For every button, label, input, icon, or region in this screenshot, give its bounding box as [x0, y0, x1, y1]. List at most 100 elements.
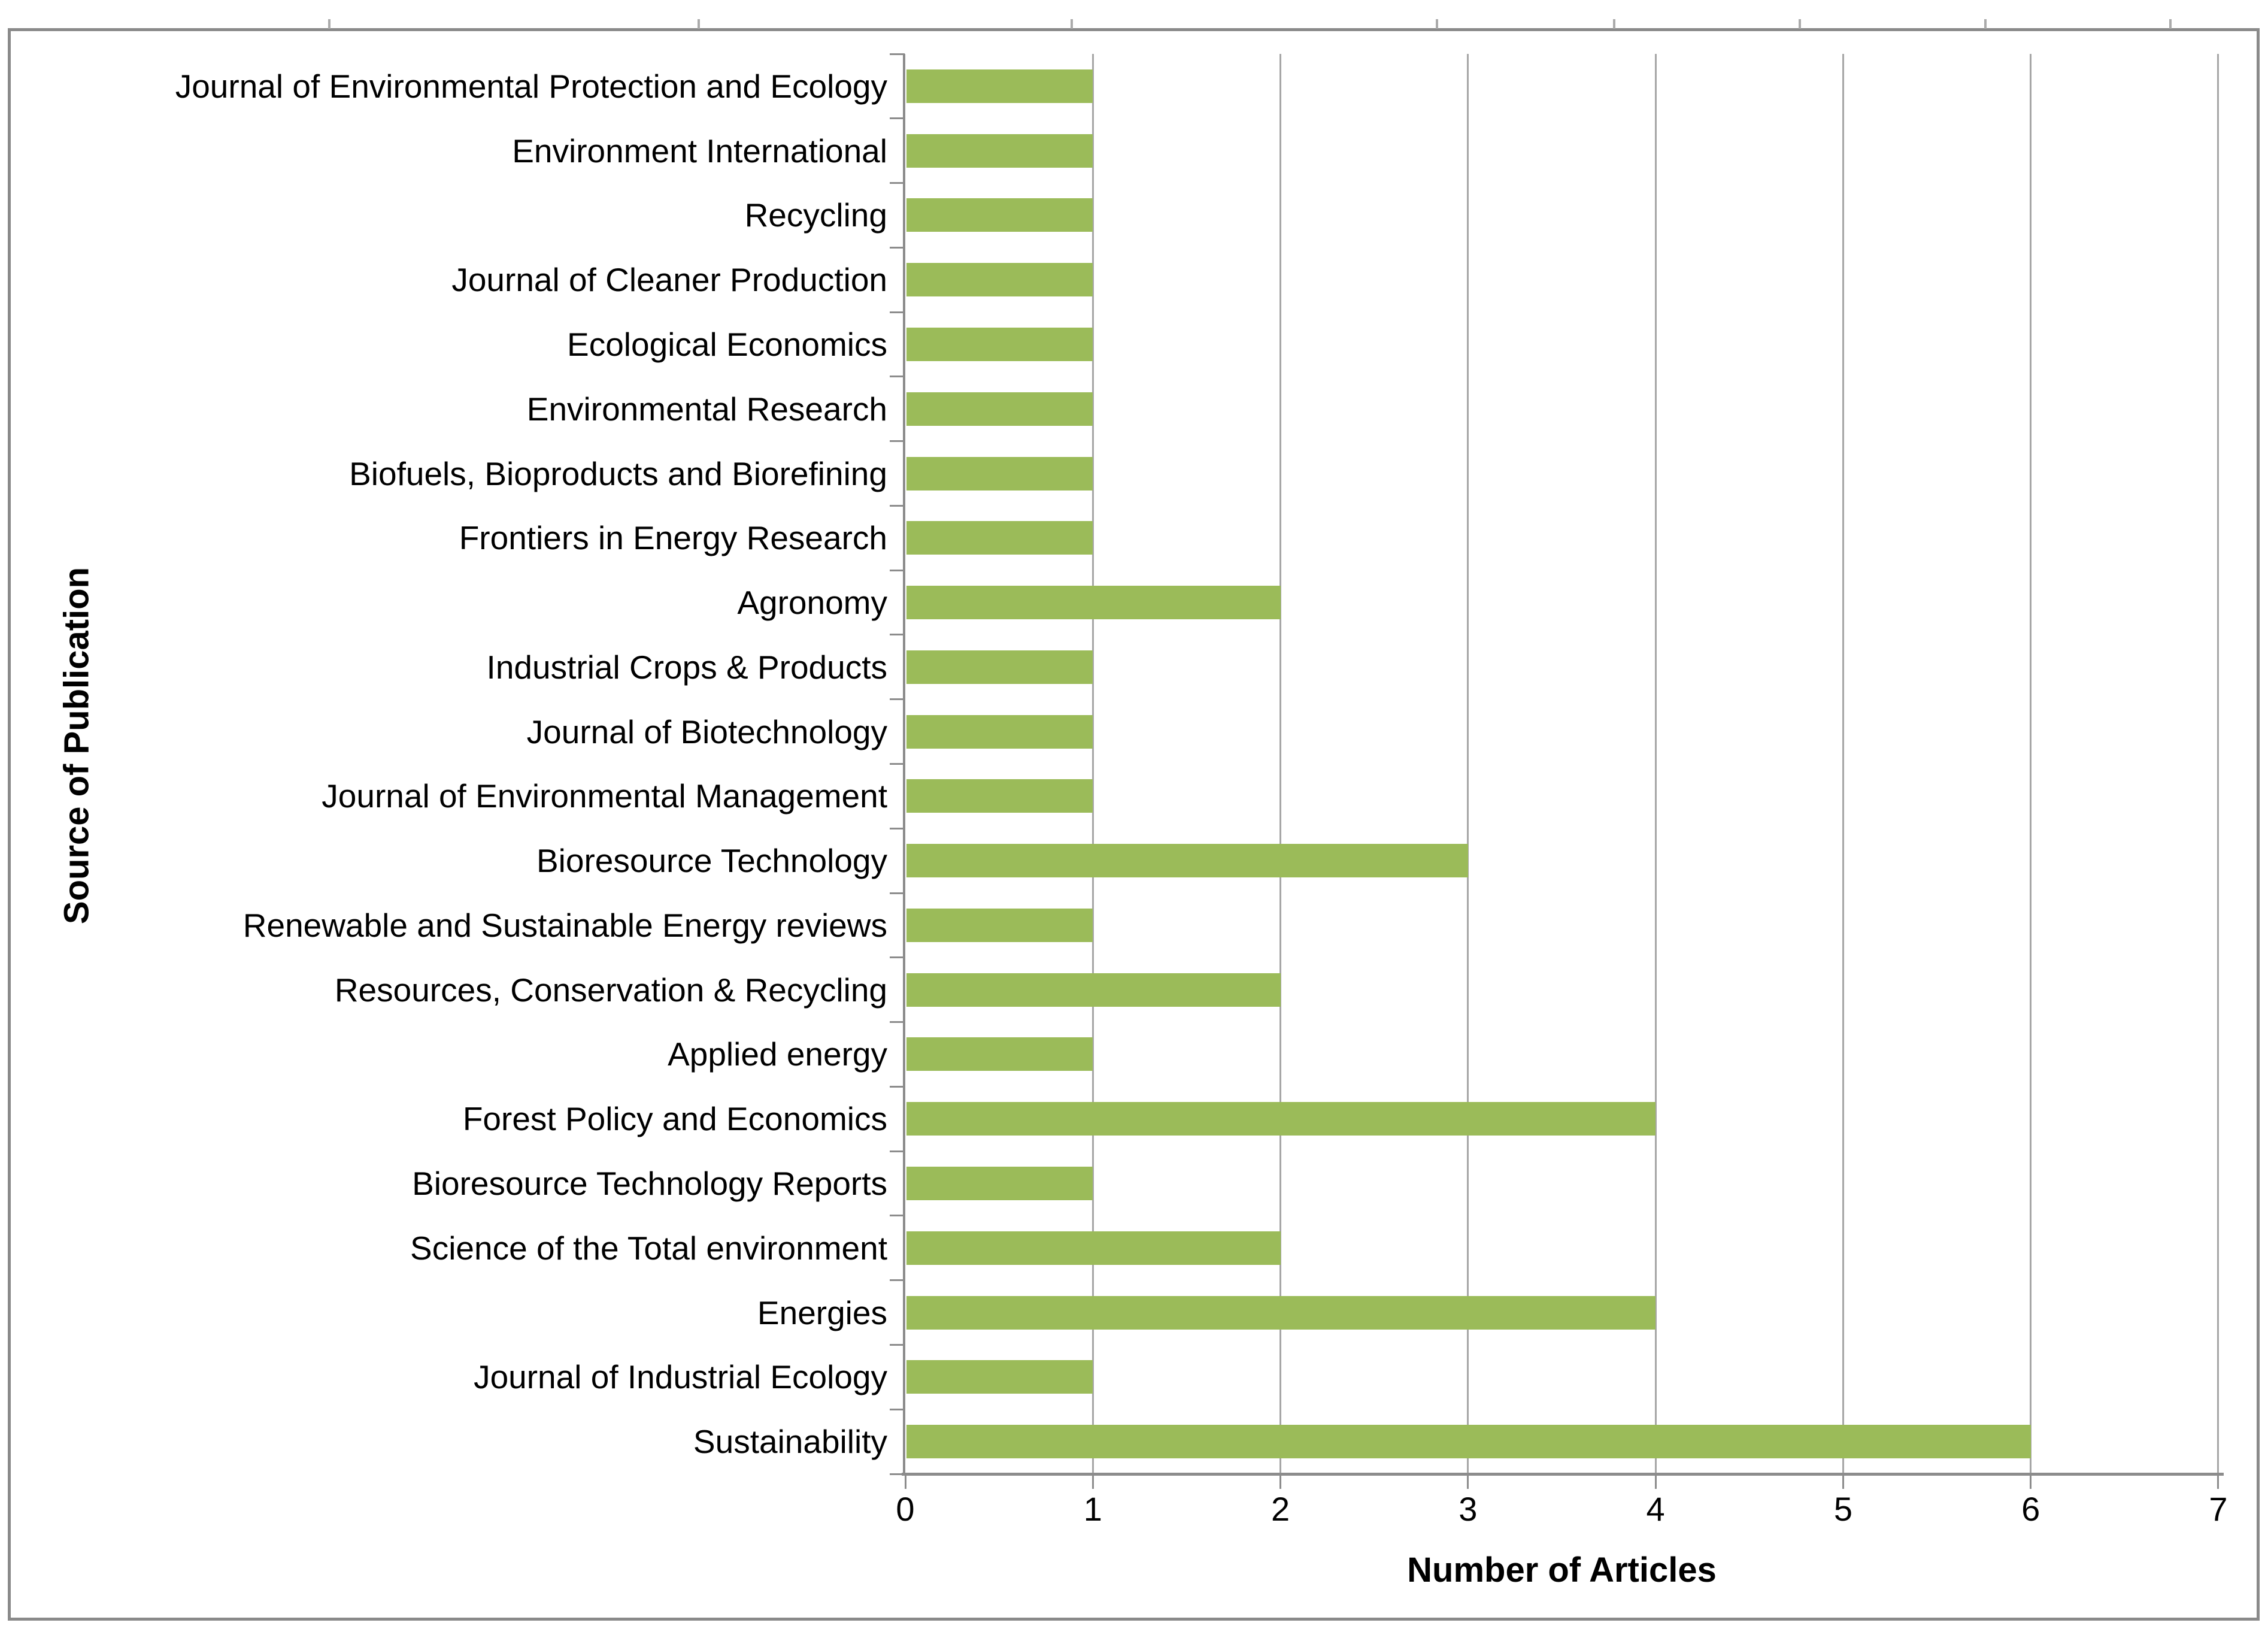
- category-label: Journal of Cleaner Production: [451, 261, 887, 299]
- x-axis-tick: [904, 1474, 906, 1489]
- bar: [906, 908, 1093, 942]
- bar: [906, 973, 1281, 1007]
- x-tick-label: 3: [1459, 1490, 1478, 1528]
- category-label: Environment International: [512, 132, 887, 169]
- y-axis-tick: [890, 440, 905, 443]
- y-axis-tick: [890, 1021, 905, 1024]
- y-axis-tick: [890, 1150, 905, 1152]
- x-tick-label: 5: [1833, 1490, 1852, 1528]
- x-axis-tick: [1279, 1474, 1282, 1489]
- y-axis-tick: [890, 246, 905, 249]
- top-edge-tick: [1613, 19, 1615, 29]
- x-axis-tick: [1654, 1474, 1657, 1489]
- top-edge-tick: [1984, 19, 1987, 29]
- x-axis-tick: [2030, 1474, 2032, 1489]
- x-tick-label: 2: [1271, 1490, 1290, 1528]
- category-label: Environmental Research: [526, 390, 887, 428]
- y-axis-tick: [890, 504, 905, 507]
- category-label: Journal of Industrial Ecology: [474, 1358, 887, 1396]
- vertical-gridline: [1467, 54, 1469, 1474]
- category-label: Journal of Biotechnology: [526, 713, 887, 750]
- category-label: Journal of Environmental Protection and …: [175, 67, 887, 105]
- category-label: Bioresource Technology: [536, 842, 887, 880]
- y-axis-tick: [890, 53, 905, 55]
- top-edge-tick: [1799, 19, 1801, 29]
- x-tick-label: 7: [2209, 1490, 2228, 1528]
- x-tick-label: 6: [2021, 1490, 2040, 1528]
- category-label: Resources, Conservation & Recycling: [334, 971, 887, 1009]
- y-axis-tick: [890, 1085, 905, 1088]
- y-axis-tick: [890, 1473, 905, 1475]
- y-axis-tick: [890, 569, 905, 571]
- bar: [906, 1425, 2031, 1459]
- y-axis-title: Source of Publication: [57, 567, 96, 925]
- bar: [906, 844, 1468, 878]
- category-label: Agronomy: [737, 584, 887, 622]
- bar: [906, 714, 1093, 749]
- bar: [906, 263, 1093, 297]
- y-axis-tick: [890, 827, 905, 829]
- x-axis-title: Number of Articles: [1407, 1551, 1717, 1589]
- y-axis-tick: [890, 763, 905, 765]
- top-edge-tick: [698, 19, 700, 29]
- bar: [906, 69, 1093, 103]
- category-label: Journal of Environmental Management: [322, 777, 887, 815]
- y-axis-tick: [890, 1408, 905, 1410]
- y-axis-tick: [890, 376, 905, 378]
- y-axis-tick: [890, 1215, 905, 1217]
- category-label: Energies: [757, 1294, 887, 1331]
- y-axis-tick: [890, 956, 905, 959]
- y-axis-tick: [890, 182, 905, 184]
- bar: [906, 1037, 1093, 1071]
- category-label: Science of the Total environment: [410, 1229, 887, 1267]
- x-tick-label: 0: [896, 1490, 915, 1528]
- bar: [906, 1102, 1656, 1136]
- bar: [906, 521, 1093, 555]
- category-label: Bioresource Technology Reports: [412, 1165, 887, 1202]
- y-axis-tick: [890, 892, 905, 894]
- category-label: Biofuels, Bioproducts and Biorefining: [349, 455, 887, 492]
- y-axis-tick: [890, 1343, 905, 1346]
- y-axis-tick: [890, 634, 905, 636]
- y-axis-tick: [890, 311, 905, 313]
- category-label: Industrial Crops & Products: [486, 648, 887, 686]
- bar: [906, 1167, 1093, 1201]
- category-label: Frontiers in Energy Research: [459, 519, 887, 557]
- bar: [906, 198, 1093, 232]
- bar: [906, 1231, 1281, 1265]
- vertical-gridline: [1279, 54, 1282, 1474]
- vertical-gridline: [1654, 54, 1657, 1474]
- x-tick-label: 1: [1083, 1490, 1102, 1528]
- bar: [906, 327, 1093, 361]
- top-edge-tick: [1071, 19, 1073, 29]
- x-axis-tick: [1091, 1474, 1094, 1489]
- bar: [906, 1360, 1093, 1394]
- x-axis-tick: [1467, 1474, 1469, 1489]
- category-label: Renewable and Sustainable Energy reviews: [242, 906, 887, 944]
- category-label: Applied energy: [668, 1036, 887, 1073]
- bar: [906, 779, 1093, 813]
- top-edge-tick: [328, 19, 331, 29]
- bar: [906, 1295, 1656, 1330]
- vertical-gridline: [1091, 54, 1094, 1474]
- vertical-gridline: [1842, 54, 1844, 1474]
- bar: [906, 392, 1093, 426]
- x-axis-line: [902, 1473, 2224, 1476]
- figure-frame: [8, 28, 2260, 1621]
- category-label: Sustainability: [693, 1423, 887, 1461]
- vertical-gridline: [2030, 54, 2032, 1474]
- top-edge-tick: [1436, 19, 1438, 29]
- bar: [906, 456, 1093, 491]
- y-axis-tick: [890, 698, 905, 701]
- category-label: Ecological Economics: [567, 325, 887, 363]
- bar: [906, 650, 1093, 684]
- bar: [906, 134, 1093, 168]
- y-axis-line: [903, 54, 905, 1475]
- x-axis-tick: [1842, 1474, 1844, 1489]
- y-axis-tick: [890, 117, 905, 120]
- x-tick-label: 4: [1646, 1490, 1665, 1528]
- bar: [906, 586, 1281, 620]
- x-axis-tick: [2217, 1474, 2220, 1489]
- y-axis-tick: [890, 1279, 905, 1282]
- category-label: Forest Policy and Economics: [462, 1100, 887, 1138]
